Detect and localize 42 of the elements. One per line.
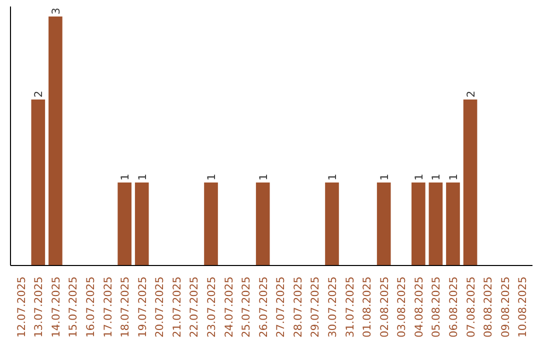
x-tick-label: 12.07.2025 [14, 276, 28, 338]
x-tick-label: 27.07.2025 [274, 276, 288, 338]
x-tick-label: 24.07.2025 [222, 276, 236, 338]
x-tick-label: 13.07.2025 [32, 276, 46, 338]
x-tick-label: 09.08.2025 [498, 276, 512, 338]
data-label: 1 [430, 174, 443, 180]
x-tick-label: 25.07.2025 [240, 276, 253, 338]
x-tick-label: 05.08.2025 [430, 276, 443, 338]
x-tick-label: 28.07.2025 [291, 276, 304, 338]
data-label: 2 [464, 90, 478, 98]
x-tick-label: 23.07.2025 [205, 276, 218, 338]
x-tick-label: 26.07.2025 [256, 276, 270, 338]
x-tick-label: 06.08.2025 [446, 276, 460, 338]
x-tick-label: 07.08.2025 [464, 276, 478, 338]
x-tick-label: 14.07.2025 [49, 276, 62, 338]
x-tick-label: 31.07.2025 [343, 276, 356, 338]
data-label: 1 [446, 174, 460, 180]
x-tick-label: 17.07.2025 [101, 276, 114, 338]
data-label: 1 [378, 174, 391, 180]
data-label: 3 [49, 8, 62, 14]
x-tick-label: 22.07.2025 [188, 276, 201, 338]
data-label: 1 [205, 174, 218, 180]
data-label: 2 [32, 90, 46, 98]
x-tick-label: 15.07.2025 [66, 276, 80, 338]
x-tick-label: 08.08.2025 [482, 276, 495, 338]
x-tick-label: 04.08.2025 [412, 276, 426, 338]
x-tick-label: 18.07.2025 [118, 276, 132, 338]
x-tick-label: 20.07.2025 [153, 276, 166, 338]
x-tick-label: 03.08.2025 [395, 276, 408, 338]
x-tick-label: 21.07.2025 [170, 276, 184, 338]
x-tick-label: 01.08.2025 [360, 276, 374, 338]
data-label: 1 [136, 174, 149, 180]
x-tick-label: 10.08.2025 [516, 276, 530, 338]
x-tick-label: 16.07.2025 [84, 276, 98, 338]
x-tick-label: 29.07.2025 [308, 276, 322, 338]
data-label: 1 [118, 174, 132, 180]
data-label: 1 [412, 174, 426, 180]
data-label: 1 [256, 174, 270, 180]
x-tick-label: 30.07.2025 [326, 276, 339, 338]
data-label: 1 [326, 174, 339, 180]
x-tick-label: 19.07.2025 [136, 276, 149, 338]
x-tick-label: 02.08.2025 [378, 276, 391, 338]
